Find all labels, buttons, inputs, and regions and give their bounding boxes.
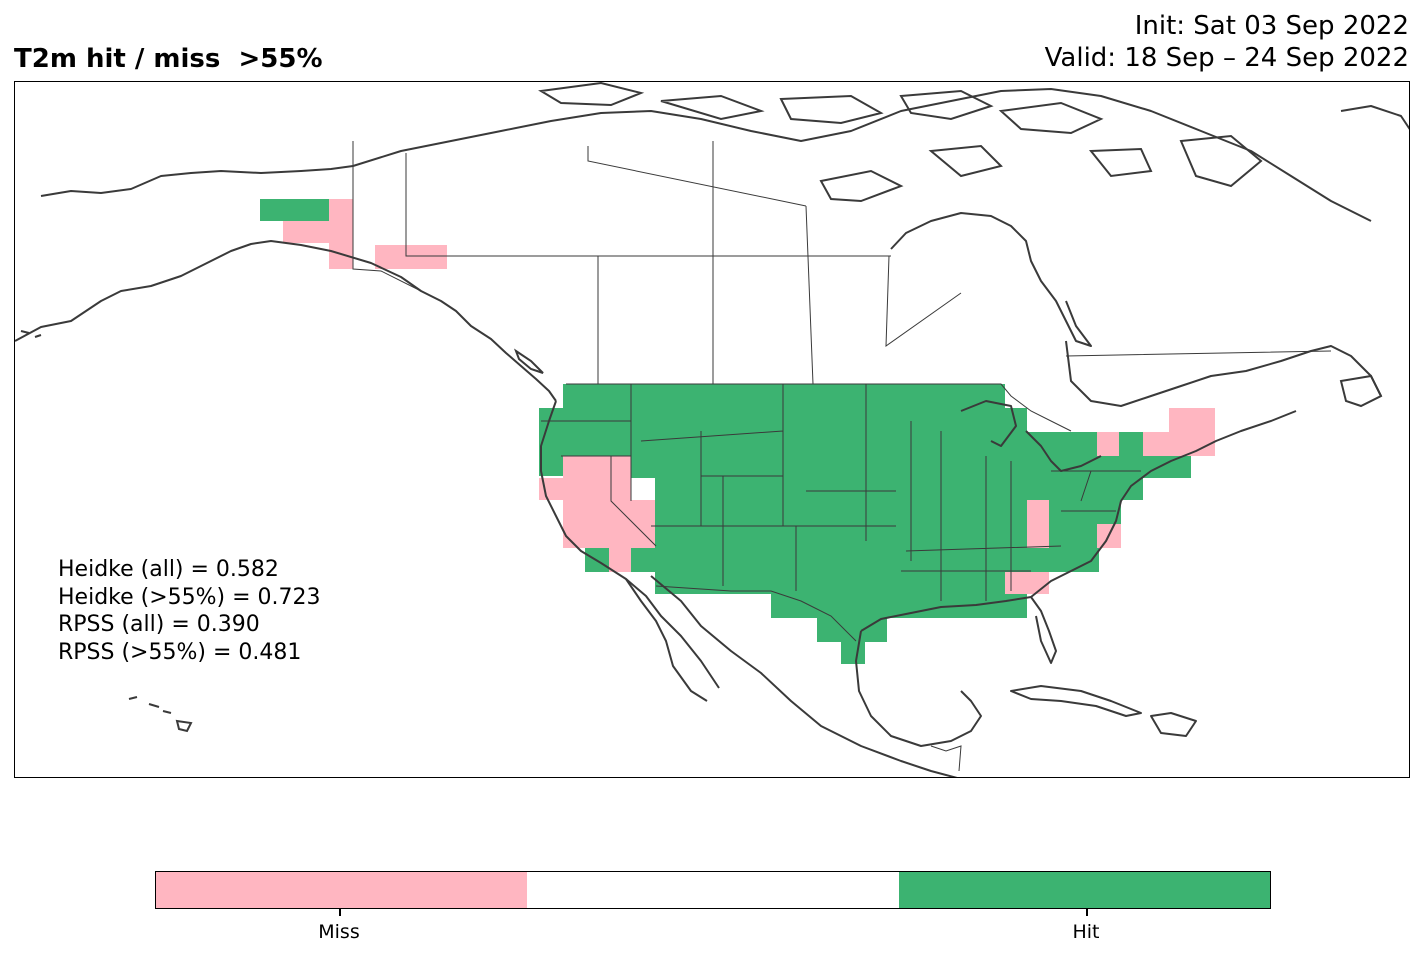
colorbar-tick-miss (339, 909, 341, 916)
west-coast (540, 400, 720, 689)
islands (20, 82, 1383, 733)
hit-cells (260, 199, 1191, 664)
arctic-islands (538, 82, 1263, 203)
colorbar-tick-hit (1086, 909, 1088, 916)
newfoundland (1339, 374, 1383, 408)
colorbar-neutral-segment (527, 872, 899, 908)
chart-title: T2m hit / miss >55% (14, 44, 323, 74)
hispaniola (1150, 712, 1197, 737)
arctic-coast (352, 88, 1372, 222)
hudson-bay (890, 212, 1092, 347)
vancouver-island (513, 348, 544, 374)
east-coast (1030, 410, 1297, 598)
canada-east (1065, 340, 1382, 407)
score-heidke-55: Heidke (>55%) = 0.723 (58, 584, 321, 610)
valid-range: Valid: 18 Sep – 24 Sep 2022 (1044, 43, 1409, 73)
miss-cells (283, 199, 1215, 594)
colorbar-label-hit: Hit (1072, 921, 1100, 943)
cuba (1010, 685, 1142, 717)
map-canvas (15, 82, 1409, 777)
init-date: Init: Sat 03 Sep 2022 (1134, 11, 1409, 41)
score-heidke-all: Heidke (all) = 0.582 (58, 557, 279, 582)
canada-provinces (405, 141, 1332, 385)
aleutians (20, 330, 42, 338)
greenland-edge (1340, 105, 1409, 130)
colorbar-hit-segment (898, 872, 1270, 908)
forecast-dates: Init: Sat 03 Sep 2022 Valid: 18 Sep – 24… (1045, 10, 1409, 74)
mexico-border (655, 585, 857, 642)
us-states (541, 384, 1141, 601)
alaska-coast (15, 240, 557, 402)
score-rpss-all: RPSS (all) = 0.390 (58, 612, 260, 637)
alaska-canada-border (352, 141, 422, 292)
borders (352, 141, 1332, 772)
score-rpss-55: RPSS (>55%) = 0.481 (58, 639, 302, 665)
mexico-west-coast (650, 575, 958, 777)
central-america-borders (930, 745, 962, 772)
map-panel (14, 81, 1410, 778)
coastlines (15, 88, 1409, 777)
baja (625, 578, 708, 702)
colorbar (155, 871, 1271, 909)
colorbar-label-miss: Miss (318, 921, 360, 943)
colorbar-miss-segment (156, 872, 528, 908)
hawaii (128, 696, 193, 733)
skill-scores: Heidke (all) = 0.582 Heidke (>55%) = 0.7… (58, 556, 321, 666)
great-lakes (960, 400, 1102, 472)
alaska-north (40, 165, 354, 197)
canada-us-border (566, 383, 1072, 432)
